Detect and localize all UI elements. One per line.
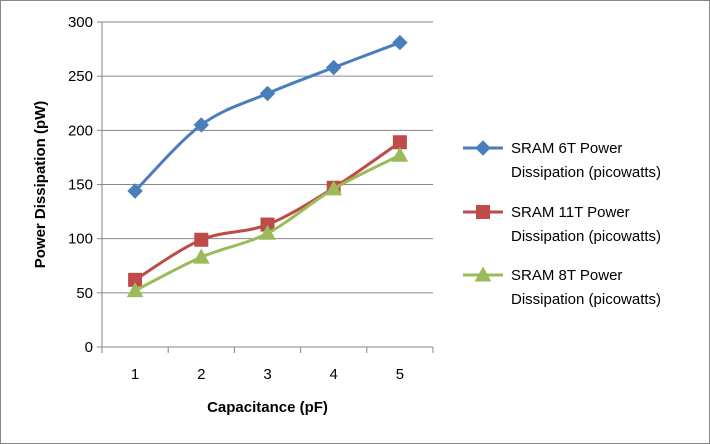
y-tick-label: 250 — [68, 68, 93, 85]
data-point — [192, 248, 210, 264]
series-0 — [127, 34, 408, 199]
y-tick-label: 150 — [68, 177, 93, 194]
x-axis-title: Capacitance (pF) — [207, 399, 328, 416]
legend-marker — [476, 205, 490, 219]
y-tick-label: 50 — [76, 285, 93, 302]
legend-entry-1: SRAM 11T Power Dissipation (picowatts) — [463, 204, 661, 245]
legend-label-line2: Dissipation (picowatts) — [511, 228, 661, 245]
data-point — [194, 232, 209, 247]
legend-label-line2: Dissipation (picowatts) — [511, 164, 661, 181]
y-tick-label: 300 — [68, 14, 93, 31]
y-tick-label: 0 — [85, 339, 93, 356]
legend-marker — [474, 266, 492, 282]
y-tick-label: 100 — [68, 231, 93, 248]
x-tick-label: 5 — [396, 366, 404, 383]
legend-marker — [475, 140, 491, 156]
y-axis-title: Power Dissipation (pW) — [32, 101, 49, 269]
legend-label-line1: SRAM 8T Power — [511, 267, 622, 284]
series-group — [126, 34, 409, 298]
series-2 — [126, 146, 409, 298]
data-point — [127, 183, 143, 199]
gridlines — [102, 21, 433, 294]
data-point — [392, 34, 408, 51]
y-tick-label: 200 — [68, 122, 93, 139]
data-point — [391, 146, 409, 162]
legend-label-line1: SRAM 11T Power — [511, 204, 630, 221]
data-point — [325, 59, 342, 76]
data-point — [193, 117, 210, 133]
legend-label-line2: Dissipation (picowatts) — [511, 291, 661, 308]
x-tick-label: 4 — [330, 366, 338, 383]
data-point — [259, 224, 276, 240]
x-tick-labels: 1 2 3 4 5 — [131, 366, 404, 383]
x-tick-label: 2 — [197, 366, 205, 383]
legend-label-line1: SRAM 6T Power — [511, 140, 622, 157]
x-tick-label: 3 — [263, 366, 271, 383]
legend-entry-2: SRAM 8T Power Dissipation (picowatts) — [463, 266, 661, 308]
y-tick-labels: 0 50 100 150 200 250 300 — [68, 14, 93, 356]
series-1 — [128, 135, 407, 287]
x-tick-label: 1 — [131, 366, 139, 383]
data-point — [259, 85, 276, 102]
legend-entry-0: SRAM 6T Power Dissipation (picowatts) — [463, 140, 661, 181]
series-line — [134, 141, 401, 282]
axes — [97, 21, 434, 353]
data-point — [126, 282, 144, 298]
data-point — [325, 180, 343, 196]
